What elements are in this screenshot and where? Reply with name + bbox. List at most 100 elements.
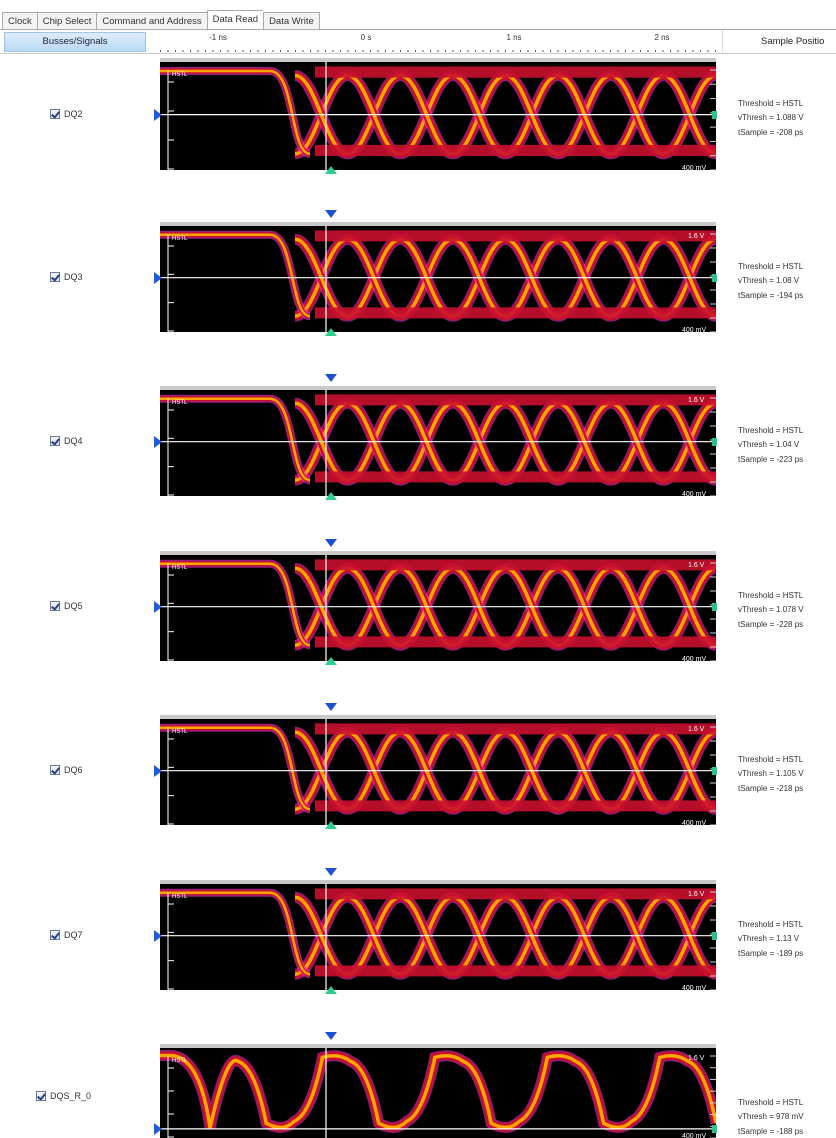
vthresh-value: vThresh = 978 mV — [738, 1112, 804, 1122]
top-voltage-label: 1.6 V — [688, 891, 705, 898]
signal-name: DQ6 — [64, 764, 83, 775]
tab-data-write[interactable]: Data Write — [263, 12, 320, 30]
threshold-marker-left[interactable] — [154, 271, 162, 284]
tab-clock[interactable]: Clock — [2, 12, 37, 30]
threshold-marker-right[interactable] — [712, 110, 717, 119]
bottom-voltage-label: 400 mV — [682, 165, 706, 170]
waveform-plot[interactable]: HSTL 400 mV — [160, 58, 716, 170]
trace-core — [160, 69, 311, 156]
sample-marker-top[interactable] — [325, 868, 337, 876]
sample-marker-bottom[interactable] — [325, 986, 337, 994]
threshold-marker-right[interactable] — [712, 931, 717, 940]
waveform-plot[interactable]: HSTL 1.6 V 400 mV — [160, 551, 716, 661]
tab-divider — [0, 29, 836, 30]
trace-outer — [160, 66, 312, 158]
threshold-marker-right[interactable] — [712, 766, 717, 775]
sample-marker-top[interactable] — [325, 210, 337, 218]
threshold-marker-left[interactable] — [154, 435, 162, 448]
sample-position-header: Sample Positio — [722, 30, 836, 54]
waveform-plot[interactable]: HSTL 1.6 V 400 mV — [160, 880, 716, 990]
hstl-label: HSTL — [172, 72, 188, 78]
threshold-marker-right[interactable] — [712, 602, 717, 611]
signal-checkbox[interactable] — [36, 1091, 46, 1101]
sample-marker-bottom[interactable] — [325, 328, 337, 336]
tab-chip-select[interactable]: Chip Select — [36, 12, 97, 30]
trace-band — [315, 559, 716, 571]
hstl-label: HSTL — [172, 729, 188, 735]
sample-marker-bottom[interactable] — [325, 821, 337, 829]
signal-label: DQ3 — [50, 271, 83, 282]
threshold-marker-right[interactable] — [712, 1124, 717, 1133]
busses-signals-header[interactable]: Busses/Signals — [4, 32, 146, 52]
hstl-label: HSTL — [172, 1058, 188, 1064]
signal-checkbox[interactable] — [50, 929, 60, 940]
time-axis-ticks — [160, 46, 720, 52]
bottom-voltage-label: 400 mV — [682, 820, 706, 825]
tsample-value: tSample = -189 ps — [738, 948, 804, 958]
threshold-marker-left[interactable] — [154, 764, 162, 777]
signal-checkbox[interactable] — [50, 435, 60, 446]
signal-row: HSTL 1.6 V 400 mV DQ6 Threshold = HSTL vThres… — [0, 703, 836, 865]
signal-row: HSTL 1.6 V 400 mV DQ5 Threshold = HSTL vThres… — [0, 539, 836, 701]
threshold-value: Threshold = HSTL — [738, 1097, 804, 1107]
sample-info: Threshold = HSTL vThresh = 1.13 V tSample … — [738, 918, 803, 962]
bottom-voltage-label: 400 mV — [682, 1133, 706, 1138]
trace-band — [315, 965, 716, 977]
trace-core — [160, 726, 311, 811]
threshold-marker-left[interactable] — [154, 108, 162, 121]
sample-marker-top[interactable] — [325, 1032, 337, 1040]
threshold-marker-right[interactable] — [712, 273, 717, 282]
signal-row: HSTL 1.6 V 400 mV DQ7 Threshold = HSTL vThres… — [0, 868, 836, 1030]
sample-info: Threshold = HSTL vThresh = 1.105 V tSample… — [738, 753, 804, 797]
time-axis: -1 ns 0 s 1 ns 2 ns — [160, 30, 720, 54]
signal-row: HSTL 400 mV DQ2 Threshold = HSTL vThresh = 1… — [0, 58, 836, 210]
trace-band — [315, 723, 716, 735]
hstl-label: HSTL — [172, 236, 188, 242]
threshold-marker-left[interactable] — [154, 1122, 162, 1135]
eye-diagram: HSTL 1.6 V 400 mV — [160, 226, 716, 332]
signal-checkbox[interactable] — [50, 108, 60, 119]
signal-checkbox[interactable] — [50, 600, 60, 611]
trace-core — [160, 1053, 716, 1130]
hstl-label: HSTL — [172, 565, 188, 571]
waveform-plot[interactable]: HSTL 1.6 V 400 mV — [160, 386, 716, 496]
bottom-voltage-label: 400 mV — [682, 656, 706, 661]
trace-outer — [160, 888, 312, 979]
vthresh-value: vThresh = 1.088 V — [738, 113, 804, 123]
signal-name: DQ3 — [64, 271, 83, 282]
tsample-value: tSample = -208 ps — [738, 127, 804, 137]
signal-row: HSTL 1.6 V 400 mV DQ4 Threshold = HSTL vThres… — [0, 374, 836, 536]
trace-band — [315, 66, 716, 78]
sample-marker-bottom[interactable] — [325, 492, 337, 500]
sample-info: Threshold = HSTL vThresh = 1.078 V tSample… — [738, 589, 804, 633]
threshold-value: Threshold = HSTL — [738, 590, 804, 600]
threshold-marker-right[interactable] — [712, 437, 717, 446]
signal-label: DQ5 — [50, 600, 83, 611]
trace-band — [315, 888, 716, 900]
sample-marker-top[interactable] — [325, 539, 337, 547]
sample-marker-bottom[interactable] — [325, 166, 337, 174]
signal-row: HSTL 1.6 V 400 mV DQS_R_0 Threshold = HSTL vT… — [0, 1032, 836, 1138]
vthresh-value: vThresh = 1.13 V — [738, 934, 800, 944]
sample-info: Threshold = HSTL vThresh = 1.08 V tSample … — [738, 260, 803, 304]
eye-diagram: HSTL 400 mV — [160, 62, 716, 170]
waveform-plot[interactable]: HSTL 1.6 V 400 mV — [160, 1044, 716, 1138]
waveform-plot[interactable]: HSTL 1.6 V 400 mV — [160, 715, 716, 825]
signal-checkbox[interactable] — [50, 271, 60, 282]
trace-band — [315, 800, 716, 812]
tab-data-read[interactable]: Data Read — [206, 10, 264, 31]
sample-marker-top[interactable] — [325, 374, 337, 382]
signal-checkbox[interactable] — [50, 764, 60, 775]
threshold-marker-left[interactable] — [154, 600, 162, 613]
signal-name: DQ2 — [64, 108, 83, 119]
top-voltage-label: 1.6 V — [688, 726, 705, 733]
bottom-voltage-label: 400 mV — [682, 327, 706, 332]
waveform-plot[interactable]: HSTL 1.6 V 400 mV — [160, 222, 716, 332]
threshold-value: Threshold = HSTL — [738, 919, 804, 929]
sample-marker-top[interactable] — [325, 703, 337, 711]
sample-marker-bottom[interactable] — [325, 657, 337, 665]
vthresh-value: vThresh = 1.078 V — [738, 605, 804, 615]
threshold-marker-left[interactable] — [154, 929, 162, 942]
tab-command-and-address[interactable]: Command and Address — [96, 12, 207, 30]
time-tick-label: 2 ns — [654, 33, 670, 42]
